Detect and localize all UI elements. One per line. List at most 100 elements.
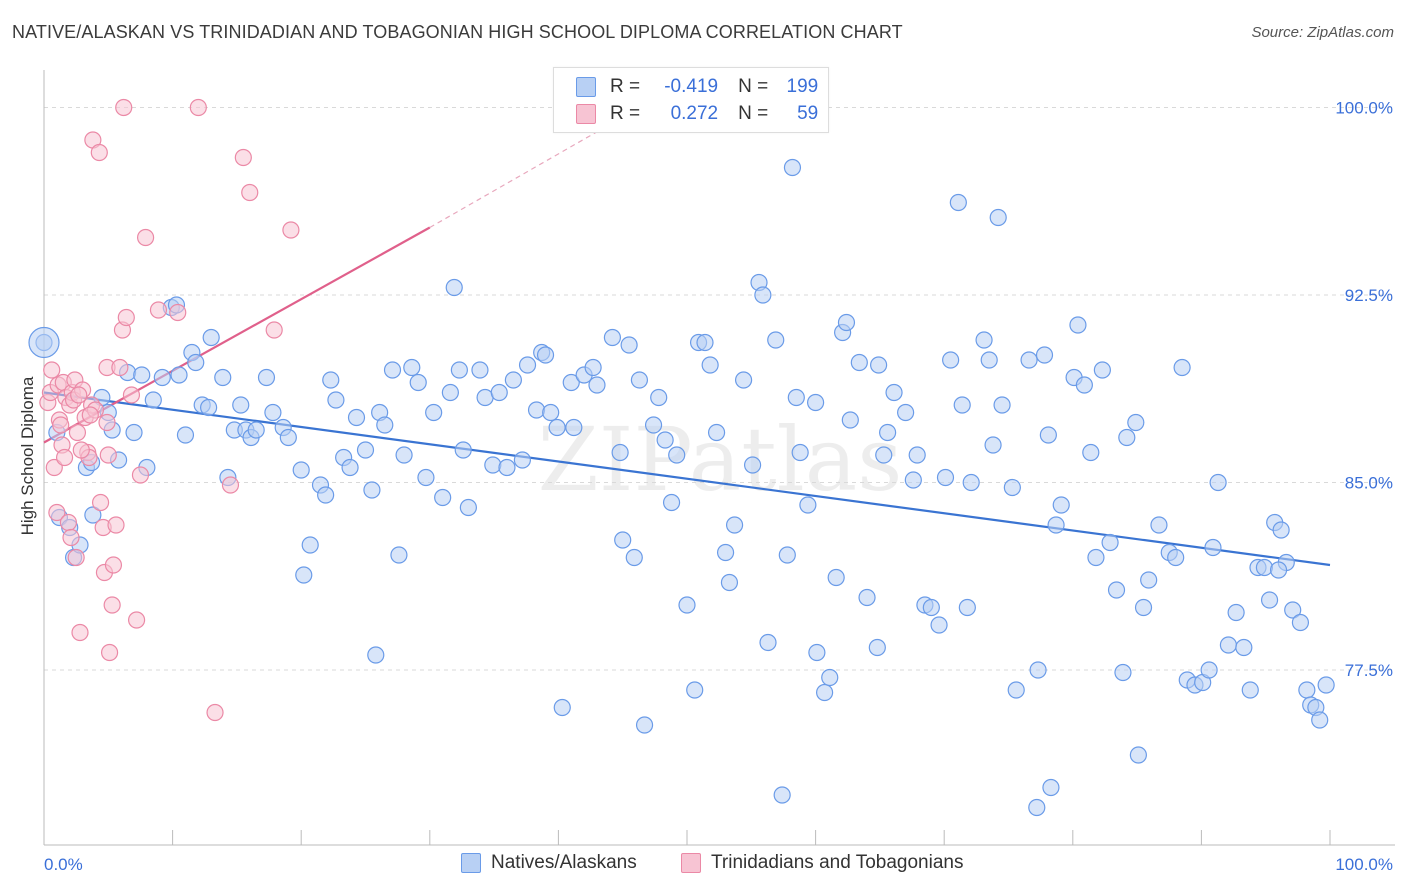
native-point (1118, 428, 1136, 447)
native-point (1007, 681, 1025, 699)
native-point (650, 388, 668, 407)
native-point (908, 446, 926, 464)
native-point (707, 423, 726, 442)
native-point (1020, 351, 1038, 369)
native-point (1255, 558, 1274, 577)
native-point (232, 396, 250, 414)
native-point (317, 486, 335, 504)
native-point (1167, 548, 1185, 567)
native-point (383, 361, 402, 379)
trinidadian-point (43, 361, 61, 379)
native-point (125, 423, 143, 442)
n-label: N = (738, 103, 769, 124)
native-point (1029, 661, 1047, 679)
legend-item-trinidadians[interactable]: Trinidadians and Tobagonians (681, 852, 963, 874)
native-point (875, 446, 893, 464)
native-point (588, 376, 606, 394)
trinidadian-point (103, 596, 121, 614)
native-point (170, 366, 188, 384)
legend-swatch-blue (461, 853, 481, 873)
n-label: N = (738, 76, 769, 97)
native-point (1134, 598, 1153, 617)
native-point (542, 403, 560, 422)
trinidadian-point (241, 183, 259, 202)
native-point (662, 493, 681, 512)
native-point (1269, 561, 1288, 579)
native-point (1260, 591, 1279, 609)
native-point (454, 441, 472, 459)
native-point (553, 698, 571, 717)
native-point (767, 331, 785, 349)
trinidadian-point (234, 148, 252, 167)
native-point (327, 391, 345, 409)
native-point (1042, 778, 1060, 797)
native-point (725, 516, 744, 534)
y-tick-label: 85.0% (1345, 474, 1393, 493)
trinidadian-point (206, 703, 224, 722)
native-point (879, 423, 897, 442)
native-point (827, 568, 845, 587)
native-point (635, 716, 654, 734)
native-point (527, 401, 546, 419)
native-point (656, 431, 674, 449)
trinidadian-point (90, 143, 108, 162)
trinidadian-point (107, 516, 125, 534)
native-point (247, 421, 265, 439)
trinidadian-point (48, 503, 66, 522)
native-point (301, 536, 319, 554)
native-point (390, 546, 408, 564)
native-point (417, 468, 435, 487)
native-point (1087, 548, 1105, 567)
native-point (1272, 521, 1290, 539)
native-point (409, 373, 427, 392)
trinidadian-point (81, 406, 99, 424)
trinidadian-point (99, 446, 117, 464)
native-point (922, 598, 940, 617)
native-point (837, 313, 856, 332)
native-point (1173, 358, 1191, 377)
native-point (153, 368, 171, 387)
native-point (868, 638, 886, 657)
native-point (1241, 681, 1259, 699)
native-point (993, 396, 1011, 414)
native-point (989, 208, 1007, 227)
legend-row-pink: R = 0.272 N = 59 (576, 101, 818, 127)
trinidadian-point (149, 301, 168, 319)
trinidadian-point (52, 416, 70, 434)
native-point (518, 356, 537, 374)
trinidadian-point (189, 98, 207, 117)
native-point (445, 278, 463, 297)
native-point (176, 426, 195, 444)
trinidadian-point (115, 98, 133, 117)
native-point (611, 443, 629, 462)
native-point (754, 286, 772, 304)
native-point (1200, 661, 1218, 679)
legend-label: Natives/Alaskans (491, 852, 637, 873)
native-point (1039, 426, 1057, 444)
native-point (984, 436, 1002, 454)
r-label: R = (610, 103, 641, 124)
n-value: 59 (797, 103, 819, 124)
native-point (808, 643, 826, 662)
trinidadian-point (136, 228, 155, 247)
native-point (696, 333, 714, 352)
native-point (630, 371, 649, 389)
trinidadian-point (98, 413, 116, 432)
legend-swatch-pink (681, 853, 701, 873)
native-point (1047, 516, 1065, 534)
native-point (84, 506, 102, 524)
native-point (1227, 603, 1245, 622)
native-point (1075, 376, 1093, 394)
native-point (720, 573, 739, 592)
legend-item-natives[interactable]: Natives/Alaskans (461, 852, 637, 874)
trinidadian-point (71, 623, 89, 642)
native-point (858, 588, 876, 607)
trinidadian-point (59, 513, 78, 532)
native-point (202, 328, 220, 347)
native-point (980, 351, 998, 369)
native-point (614, 531, 632, 549)
x-tick-label: 100.0% (1335, 855, 1393, 874)
native-point (1003, 478, 1021, 497)
native-point (1028, 798, 1046, 817)
native-point (603, 328, 622, 347)
